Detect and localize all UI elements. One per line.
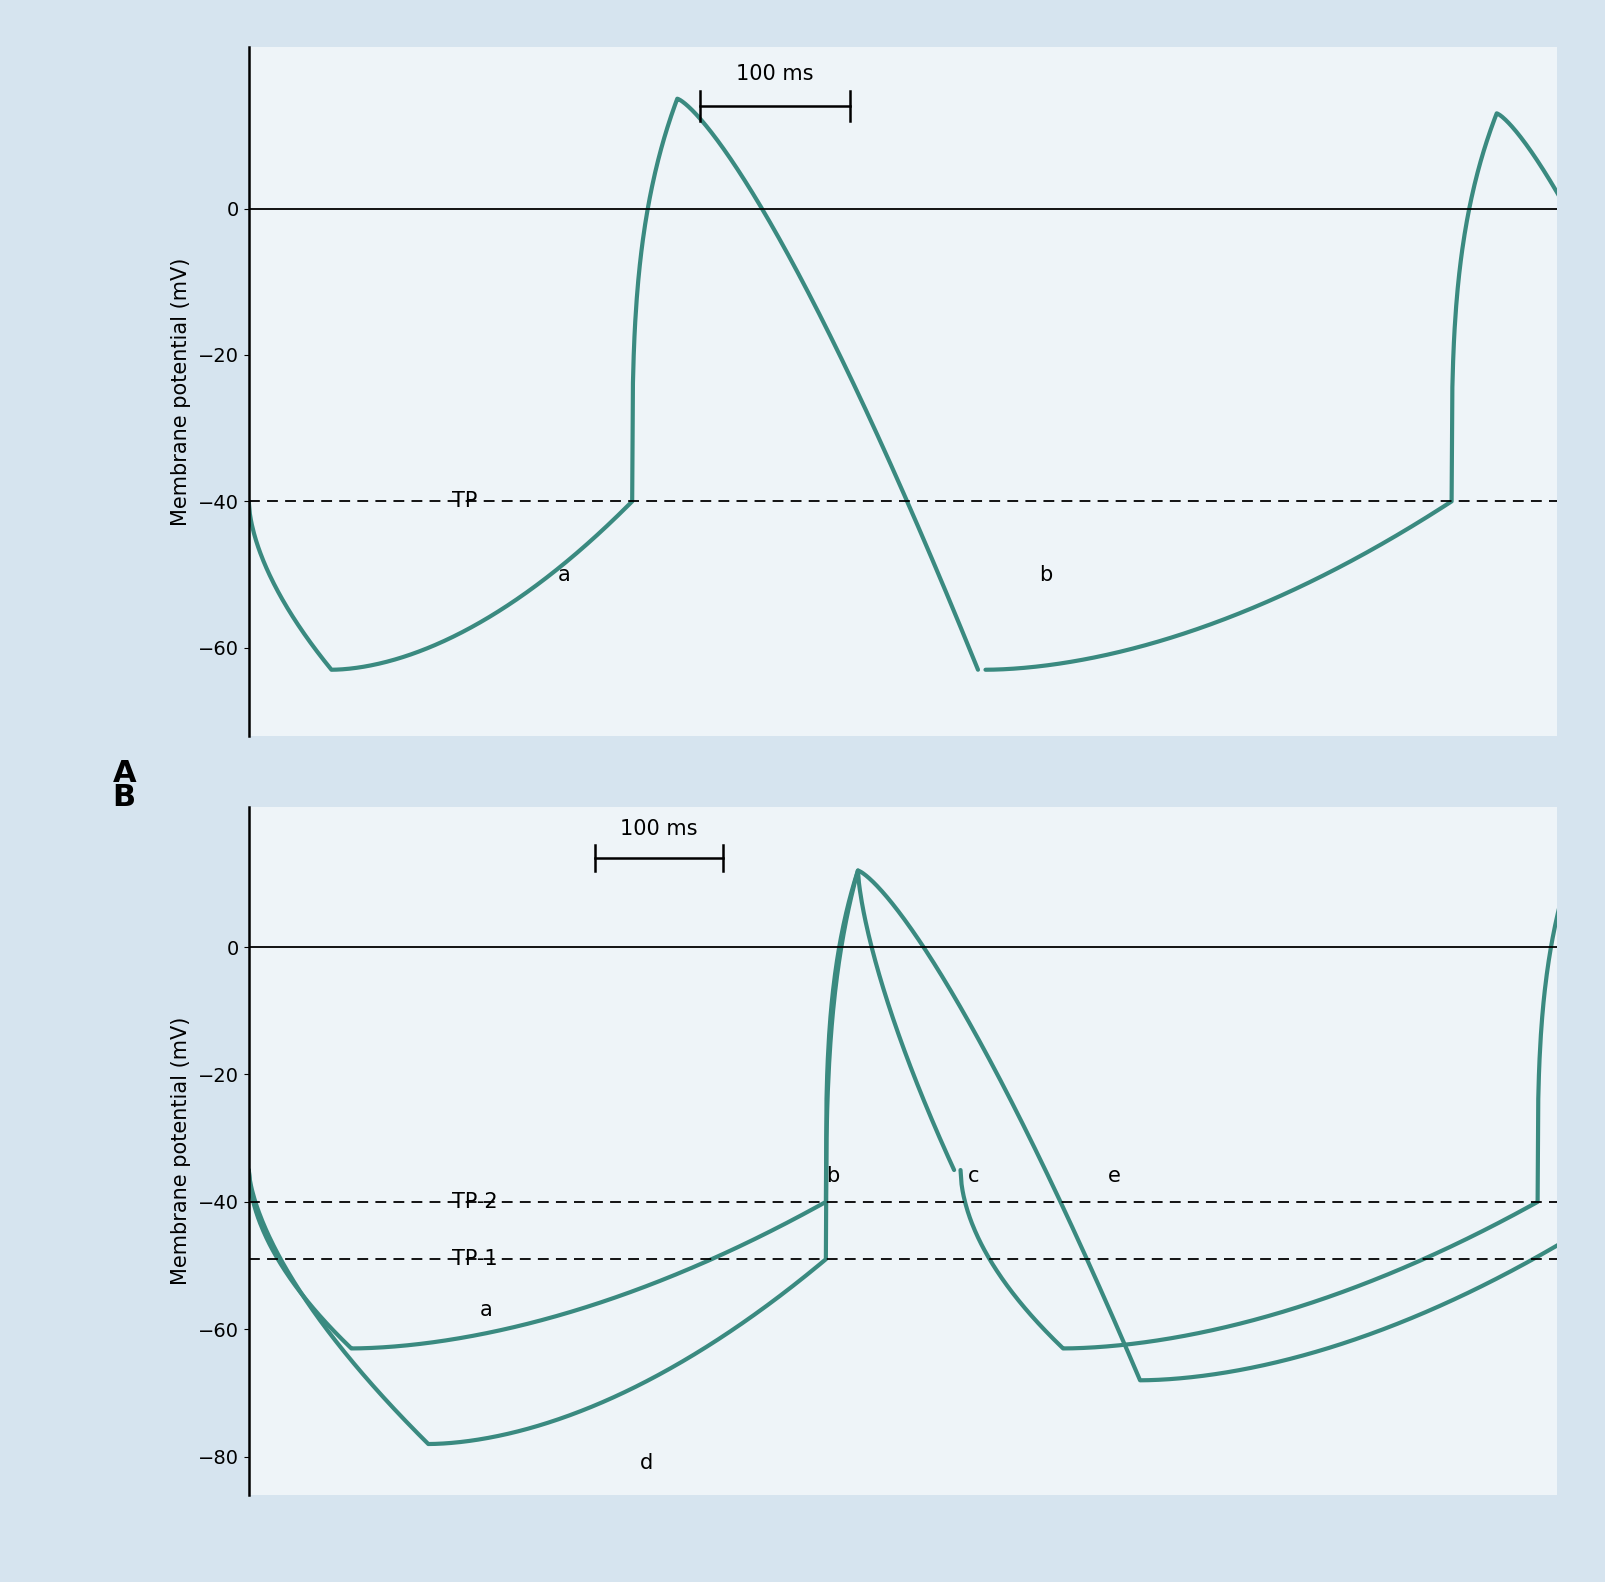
Text: 100 ms: 100 ms <box>621 818 698 838</box>
Text: a: a <box>559 565 571 585</box>
Text: TP-2: TP-2 <box>451 1191 498 1212</box>
Text: b: b <box>825 1166 839 1186</box>
Text: TP-1: TP-1 <box>451 1250 498 1269</box>
Text: TP: TP <box>451 492 477 511</box>
Text: b: b <box>1038 565 1053 585</box>
Text: A: A <box>112 759 136 788</box>
Y-axis label: Membrane potential (mV): Membrane potential (mV) <box>172 1017 191 1285</box>
Text: d: d <box>640 1454 653 1473</box>
Text: e: e <box>1107 1166 1120 1186</box>
Text: 100 ms: 100 ms <box>737 63 814 84</box>
Text: a: a <box>480 1300 493 1321</box>
Text: B: B <box>112 783 135 812</box>
Text: c: c <box>968 1166 979 1186</box>
Y-axis label: Membrane potential (mV): Membrane potential (mV) <box>172 258 191 525</box>
